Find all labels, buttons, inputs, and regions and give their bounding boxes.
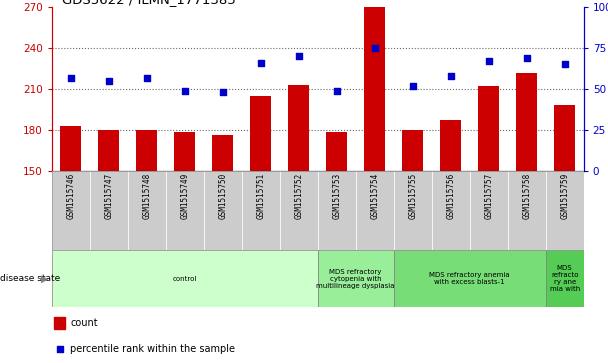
- Bar: [516, 73, 537, 171]
- Text: disease state: disease state: [0, 274, 63, 283]
- Bar: [356, 171, 394, 250]
- Text: GSM1515749: GSM1515749: [180, 173, 189, 219]
- Point: [522, 55, 531, 61]
- Bar: [288, 85, 309, 171]
- Text: MDS refractory anemia
with excess blasts-1: MDS refractory anemia with excess blasts…: [429, 272, 510, 285]
- Text: GSM1515748: GSM1515748: [142, 173, 151, 219]
- Text: GSM1515751: GSM1515751: [256, 173, 265, 219]
- Bar: [326, 132, 347, 171]
- Text: GSM1515750: GSM1515750: [218, 173, 227, 219]
- Bar: [554, 105, 575, 171]
- Bar: [432, 171, 469, 250]
- Point: [256, 60, 266, 66]
- Point: [180, 87, 190, 93]
- Text: control: control: [173, 276, 197, 282]
- Text: GSM1515755: GSM1515755: [408, 173, 417, 219]
- Bar: [546, 250, 584, 307]
- Bar: [241, 171, 280, 250]
- Point: [218, 89, 227, 95]
- Text: GSM1515757: GSM1515757: [484, 173, 493, 219]
- Bar: [52, 171, 90, 250]
- Point: [66, 74, 75, 80]
- Bar: [60, 126, 81, 171]
- Text: GSM1515759: GSM1515759: [560, 173, 569, 219]
- Bar: [402, 130, 423, 171]
- Point: [408, 83, 418, 89]
- Point: [484, 58, 494, 64]
- Text: GSM1515753: GSM1515753: [332, 173, 341, 219]
- Bar: [174, 132, 195, 171]
- Bar: [280, 171, 317, 250]
- Point: [370, 45, 379, 51]
- Text: MDS refractory
cytopenia with
multilineage dysplasia: MDS refractory cytopenia with multilinea…: [316, 269, 395, 289]
- Bar: [128, 171, 165, 250]
- Bar: [317, 171, 356, 250]
- Point: [446, 73, 455, 79]
- Bar: [204, 171, 241, 250]
- Bar: [394, 250, 546, 307]
- Text: GSM1515752: GSM1515752: [294, 173, 303, 219]
- Bar: [440, 120, 461, 171]
- Point: [104, 78, 114, 83]
- Bar: [317, 250, 394, 307]
- Bar: [394, 171, 432, 250]
- Text: percentile rank within the sample: percentile rank within the sample: [71, 344, 235, 354]
- Point: [332, 87, 342, 93]
- Bar: [90, 171, 128, 250]
- Text: GSM1515746: GSM1515746: [66, 173, 75, 219]
- Bar: [54, 317, 65, 329]
- Point: [142, 74, 151, 80]
- Point: [55, 346, 64, 352]
- Bar: [364, 7, 385, 171]
- Text: ▶: ▶: [41, 274, 49, 284]
- Bar: [469, 171, 508, 250]
- Text: MDS
refracto
ry ane
mia with: MDS refracto ry ane mia with: [550, 265, 580, 292]
- Point: [294, 53, 303, 59]
- Text: GSM1515756: GSM1515756: [446, 173, 455, 219]
- Bar: [212, 135, 233, 171]
- Text: GSM1515747: GSM1515747: [104, 173, 113, 219]
- Text: GSM1515758: GSM1515758: [522, 173, 531, 219]
- Bar: [52, 250, 317, 307]
- Bar: [136, 130, 157, 171]
- Text: GDS5622 / ILMN_1771385: GDS5622 / ILMN_1771385: [63, 0, 236, 6]
- Text: GSM1515754: GSM1515754: [370, 173, 379, 219]
- Bar: [165, 171, 204, 250]
- Bar: [98, 130, 119, 171]
- Bar: [250, 96, 271, 171]
- Text: count: count: [71, 318, 98, 328]
- Bar: [508, 171, 546, 250]
- Point: [560, 61, 570, 68]
- Bar: [546, 171, 584, 250]
- Bar: [478, 86, 499, 171]
